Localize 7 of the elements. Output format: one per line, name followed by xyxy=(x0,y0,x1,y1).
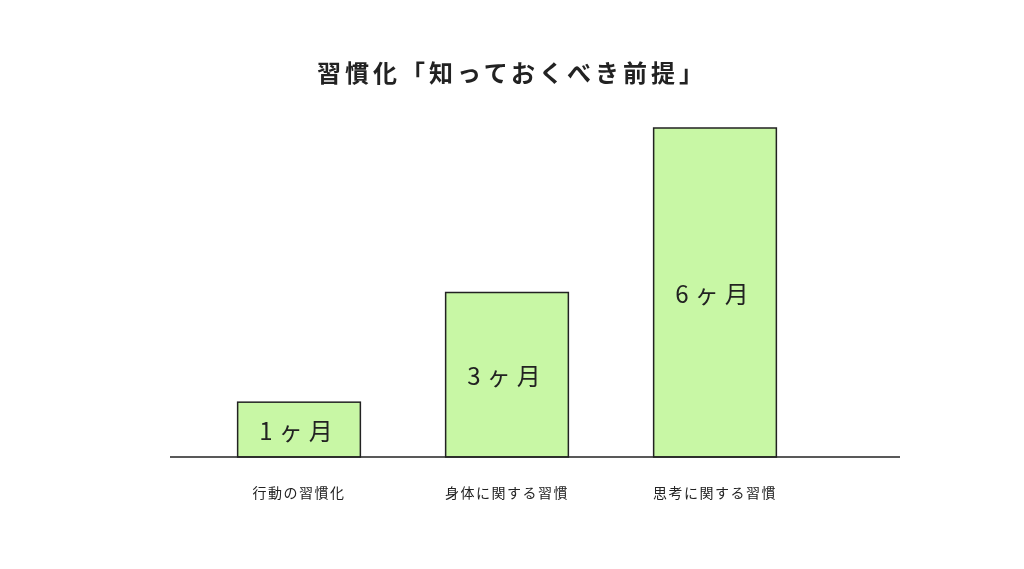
data-label: 6ヶ月 xyxy=(675,275,755,310)
x-tick-label: 思考に関する習慣 xyxy=(653,482,777,502)
chart-title: 習慣化「知っておくべき前提」 xyxy=(316,54,708,89)
x-tick-label: 行動の習慣化 xyxy=(252,482,346,502)
x-tick-label: 身体に関する習慣 xyxy=(445,482,569,502)
data-label: 1ヶ月 xyxy=(259,412,339,448)
data-label: 3ヶ月 xyxy=(467,357,547,393)
